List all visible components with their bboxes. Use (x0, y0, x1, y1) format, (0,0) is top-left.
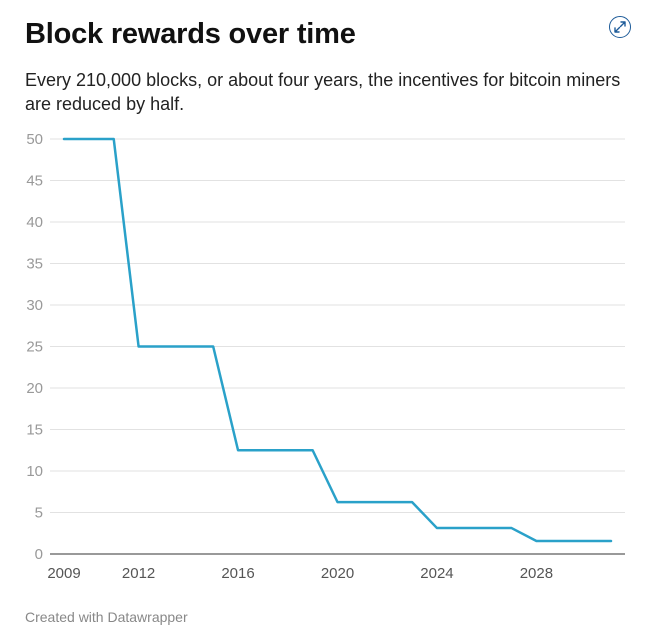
x-tick-label: 2009 (47, 565, 80, 582)
x-tick-label: 2028 (520, 565, 553, 582)
x-tick-label: 2016 (221, 565, 254, 582)
y-tick-label: 25 (26, 339, 43, 356)
series-layer (62, 137, 613, 543)
expand-arrows-icon (614, 21, 626, 33)
x-tick-label: 2020 (321, 565, 354, 582)
expand-button[interactable] (609, 16, 631, 38)
series-line (62, 137, 613, 543)
line-chart: 0 5 10 15 20 25 30 35 40 45 50 2009 2012 2016 2020 202… (26, 131, 625, 582)
x-tick-label: 2024 (420, 565, 453, 582)
x-tick-label: 2012 (122, 565, 155, 582)
x-tick-labels: 2009 2012 2016 2020 2024 2028 (47, 565, 553, 582)
y-tick-label: 15 (26, 422, 43, 439)
chart-title: Block rewards over time (25, 18, 356, 50)
grid-layer (50, 138, 625, 513)
chart-subtitle: Every 210,000 blocks, or about four year… (25, 70, 621, 114)
y-tick-labels: 0 5 10 15 20 25 30 35 40 45 50 (26, 131, 43, 563)
footer-credit: Created with Datawrapper (25, 609, 188, 625)
y-tick-label: 20 (26, 380, 43, 397)
y-tick-label: 5 (35, 505, 43, 522)
y-tick-label: 30 (26, 297, 43, 314)
y-tick-label: 10 (26, 463, 43, 480)
y-tick-label: 35 (26, 256, 43, 273)
y-tick-label: 40 (26, 214, 43, 231)
y-tick-label: 50 (26, 131, 43, 148)
y-tick-label: 45 (26, 173, 43, 190)
y-tick-label: 0 (35, 546, 43, 563)
